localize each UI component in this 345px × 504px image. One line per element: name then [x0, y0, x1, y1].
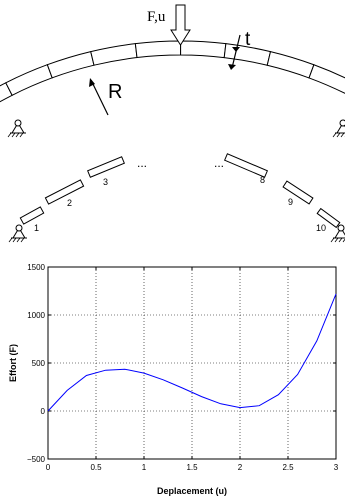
arch-segment: [266, 51, 315, 79]
x-axis-label: Deplacement (u): [157, 486, 227, 496]
lower-supports: [8, 224, 345, 243]
beam-element: [316, 207, 341, 229]
upper-supports: [7, 119, 345, 138]
radius-marker: [89, 78, 109, 116]
x-tick-label: 1: [142, 463, 147, 472]
arch-diagram: F,u t R ... ... 1 2 3 8 9 10: [0, 4, 345, 243]
series-line: [47, 293, 337, 412]
beam-element: [19, 206, 45, 225]
pin-support: [330, 224, 345, 243]
ellipsis-left: ...: [137, 156, 147, 170]
x-tick-label: 3: [334, 463, 339, 472]
x-tick-label: 2.5: [282, 463, 294, 472]
x-tick-label: 0: [46, 463, 51, 472]
element-number-3: 3: [103, 177, 108, 187]
thickness-marker: [228, 34, 241, 70]
y-axis-label: Effort (F): [8, 344, 18, 382]
beam-element: [87, 156, 125, 178]
grid-lines: [48, 267, 336, 459]
pin-support: [332, 119, 345, 138]
element-number-10: 10: [316, 223, 326, 233]
beam-element: [223, 153, 269, 178]
y-tick-label: 1000: [27, 311, 45, 320]
x-tick-label: 0.5: [90, 463, 102, 472]
load-label: F,u: [147, 9, 166, 25]
arch-segment: [90, 43, 138, 66]
x-tick-label: 1.5: [186, 463, 198, 472]
x-tick-label: 2: [238, 463, 243, 472]
beam-element: [44, 179, 85, 205]
arch-segment: [308, 64, 345, 94]
element-number-9: 9: [288, 197, 293, 207]
pin-support: [7, 119, 26, 138]
exploded-elements: [19, 153, 341, 229]
arch-segment: [5, 64, 53, 96]
arch-segment: [134, 40, 182, 59]
load-arrow: [170, 4, 191, 46]
y-tick-label: 500: [32, 359, 46, 368]
y-tick-label: 1500: [27, 263, 45, 272]
y-tick-label: −500: [27, 455, 46, 464]
beam-element: [282, 180, 314, 205]
ellipsis-right: ...: [214, 156, 224, 170]
element-number-8: 8: [260, 175, 265, 185]
arch-segment: [180, 40, 227, 59]
pin-support: [8, 224, 27, 243]
y-axis-ticks: −500 0 500 1000 1500: [27, 263, 336, 464]
arch-segments: [0, 40, 345, 103]
x-axis-ticks: 0 0.5 1 1.5 2 2.5 3: [46, 267, 339, 472]
thickness-label: t: [245, 29, 251, 50]
element-number-2: 2: [67, 198, 72, 208]
radius-label: R: [108, 81, 122, 103]
arch-segment: [46, 50, 95, 79]
y-tick-label: 0: [41, 407, 46, 416]
element-number-1: 1: [34, 223, 39, 233]
